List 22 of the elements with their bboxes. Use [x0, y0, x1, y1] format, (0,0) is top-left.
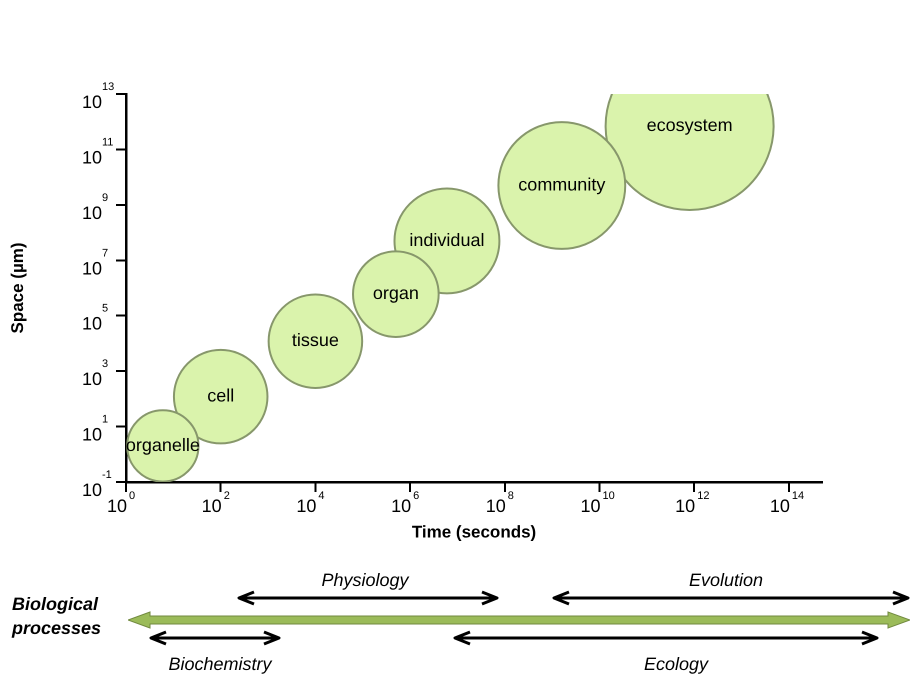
text: Evolution	[688, 569, 764, 592]
series-label: cell	[207, 386, 234, 406]
y-tick-label: 10-1	[82, 469, 112, 500]
y-tick-label: 107	[82, 247, 108, 278]
text: Ecology	[644, 653, 708, 676]
y-axis-title: Space (µm)	[8, 242, 27, 334]
series-label: individual	[409, 230, 484, 250]
y-tick-label: 1013	[82, 81, 114, 112]
y-tick-label: 105	[82, 302, 108, 334]
text: Physiology	[321, 569, 409, 592]
series-label: community	[518, 174, 606, 194]
series-label: tissue	[292, 330, 339, 350]
series-label: organelle	[126, 434, 200, 455]
y-tick-label: 101	[82, 414, 108, 445]
y-tick-label: 1011	[82, 136, 114, 168]
y-tick-label: 103	[82, 358, 108, 390]
x-axis-title: Time (seconds)	[412, 522, 536, 542]
series-label: organ	[372, 283, 419, 304]
text: Biochemistry	[168, 653, 272, 676]
y-tick-label: 109	[82, 192, 108, 223]
series-label: ecosystem	[646, 114, 733, 135]
text: Biological processes	[12, 593, 102, 640]
